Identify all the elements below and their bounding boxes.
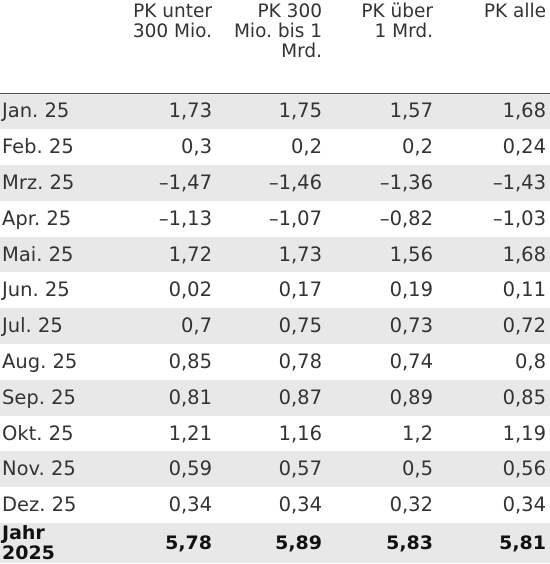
value-cell: 1,75	[216, 93, 326, 130]
total-value-cell: 5,81	[437, 523, 550, 564]
table-row: Jan. 25 1,73 1,75 1,57 1,68	[0, 93, 550, 130]
value-cell: 0,5	[326, 451, 437, 488]
value-cell: 0,89	[326, 379, 437, 416]
value-cell: –1,46	[216, 165, 326, 201]
value-cell: 0,2	[290, 135, 322, 159]
value-cell: –1,07	[268, 206, 322, 230]
header-text: 300 Mio.	[132, 21, 212, 42]
value-cell: –1,36	[326, 165, 437, 201]
row-label: Feb. 25	[2, 135, 74, 159]
row-label: Jan. 25	[0, 93, 106, 130]
value-cell: 0,73	[326, 308, 437, 345]
value-cell: 0,34	[502, 493, 546, 517]
value-cell: 0,74	[389, 349, 433, 373]
value-cell: 1,72	[106, 236, 216, 273]
value-cell: 1,56	[326, 236, 437, 273]
value-cell: 1,21	[168, 421, 212, 445]
value-cell: 0,85	[168, 349, 212, 373]
value-cell: 0,87	[216, 379, 326, 416]
table-row: Mai. 25 1,72 1,73 1,56 1,68	[0, 236, 550, 273]
table-row: Apr. 25 –1,13 –1,07 –0,82 –1,03	[0, 201, 550, 237]
table-body: Jan. 25 1,73 1,75 1,57 1,68 Feb. 25 0,3 …	[0, 93, 550, 564]
value-cell: 0,24	[502, 135, 546, 159]
total-value-cell: 5,89	[216, 523, 326, 564]
table-header: PK unter 300 Mio. PK 300 Mio. bis 1 Mrd.…	[0, 0, 550, 94]
value-cell: 0,32	[389, 493, 433, 517]
header-text: PK unter	[133, 1, 212, 22]
value-cell: 0,7	[106, 308, 216, 345]
value-cell: 0,34	[168, 493, 212, 517]
header-text: 1 Mrd.	[374, 21, 433, 42]
value-cell: 0,11	[502, 278, 546, 302]
row-label: Nov. 25	[0, 451, 106, 488]
row-label: Jul. 25	[0, 308, 106, 345]
value-cell: 1,57	[326, 93, 437, 130]
table-row: Jun. 25 0,02 0,17 0,19 0,11	[0, 272, 550, 308]
row-label: Mrz. 25	[0, 165, 106, 201]
table-row: Jul. 25 0,7 0,75 0,73 0,72	[0, 308, 550, 345]
value-cell: 1,19	[502, 421, 546, 445]
table-row: Mrz. 25 –1,47 –1,46 –1,36 –1,43	[0, 165, 550, 201]
value-cell: –1,43	[437, 165, 550, 201]
header-text: Mrd.	[281, 41, 322, 62]
value-cell: 0,85	[437, 379, 550, 416]
row-label: Aug. 25	[2, 349, 78, 373]
header-cell-pk-300-bis-1: PK 300 Mio. bis 1 Mrd.	[216, 0, 326, 94]
value-cell: 0,8	[514, 349, 546, 373]
value-cell: 0,02	[168, 278, 212, 302]
value-cell: 1,73	[216, 236, 326, 273]
value-cell: 0,3	[180, 135, 212, 159]
value-cell: –0,82	[379, 206, 433, 230]
header-cell-pk-ueber-1: PK über 1 Mrd.	[326, 0, 437, 94]
header-text: Mio. bis 1	[233, 21, 322, 42]
header-row: PK unter 300 Mio. PK 300 Mio. bis 1 Mrd.…	[0, 0, 550, 94]
value-cell: 1,73	[106, 93, 216, 130]
table-row: Aug. 25 0,85 0,78 0,74 0,8	[0, 344, 550, 380]
table-row: Feb. 25 0,3 0,2 0,2 0,24	[0, 129, 550, 165]
value-cell: 0,2	[401, 135, 433, 159]
table-row: Sep. 25 0,81 0,87 0,89 0,85	[0, 379, 550, 416]
header-cell-pk-alle: PK alle	[437, 0, 550, 94]
value-cell: 0,34	[278, 493, 322, 517]
value-cell: 0,56	[437, 451, 550, 488]
row-label: Dez. 25	[2, 493, 77, 517]
table-row: Okt. 25 1,21 1,16 1,2 1,19	[0, 416, 550, 452]
row-label: Sep. 25	[0, 379, 106, 416]
total-row: Jahr 2025 5,78 5,89 5,83 5,81	[0, 523, 550, 564]
value-cell: 1,68	[437, 93, 550, 130]
header-text: PK über	[361, 1, 433, 22]
table-row: Dez. 25 0,34 0,34 0,32 0,34	[0, 487, 550, 523]
value-cell: 0,59	[106, 451, 216, 488]
value-cell: 1,68	[437, 236, 550, 273]
total-value-cell: 5,78	[106, 523, 216, 564]
header-cell-pk-unter-300: PK unter 300 Mio.	[106, 0, 216, 94]
table-row: Nov. 25 0,59 0,57 0,5 0,56	[0, 451, 550, 488]
row-label: Mai. 25	[0, 236, 106, 273]
value-cell: 0,17	[278, 278, 322, 302]
total-value-cell: 5,83	[326, 523, 437, 564]
value-cell: –1,13	[158, 206, 212, 230]
row-label: Jun. 25	[2, 278, 70, 302]
value-cell: 0,81	[106, 379, 216, 416]
value-cell: 1,2	[401, 421, 433, 445]
header-cell-period	[0, 0, 106, 94]
total-label: Jahr 2025	[0, 523, 106, 564]
value-cell: 0,72	[437, 308, 550, 345]
value-cell: 0,57	[216, 451, 326, 488]
header-text: PK alle	[483, 1, 546, 22]
value-cell: 1,16	[278, 421, 322, 445]
value-cell: 0,78	[278, 349, 322, 373]
row-label: Apr. 25	[2, 206, 72, 230]
header-text: PK 300	[257, 1, 322, 22]
value-cell: –1,03	[492, 206, 546, 230]
value-cell: 0,75	[216, 308, 326, 345]
row-label: Okt. 25	[2, 421, 74, 445]
value-cell: –1,47	[106, 165, 216, 201]
value-cell: 0,19	[389, 278, 433, 302]
